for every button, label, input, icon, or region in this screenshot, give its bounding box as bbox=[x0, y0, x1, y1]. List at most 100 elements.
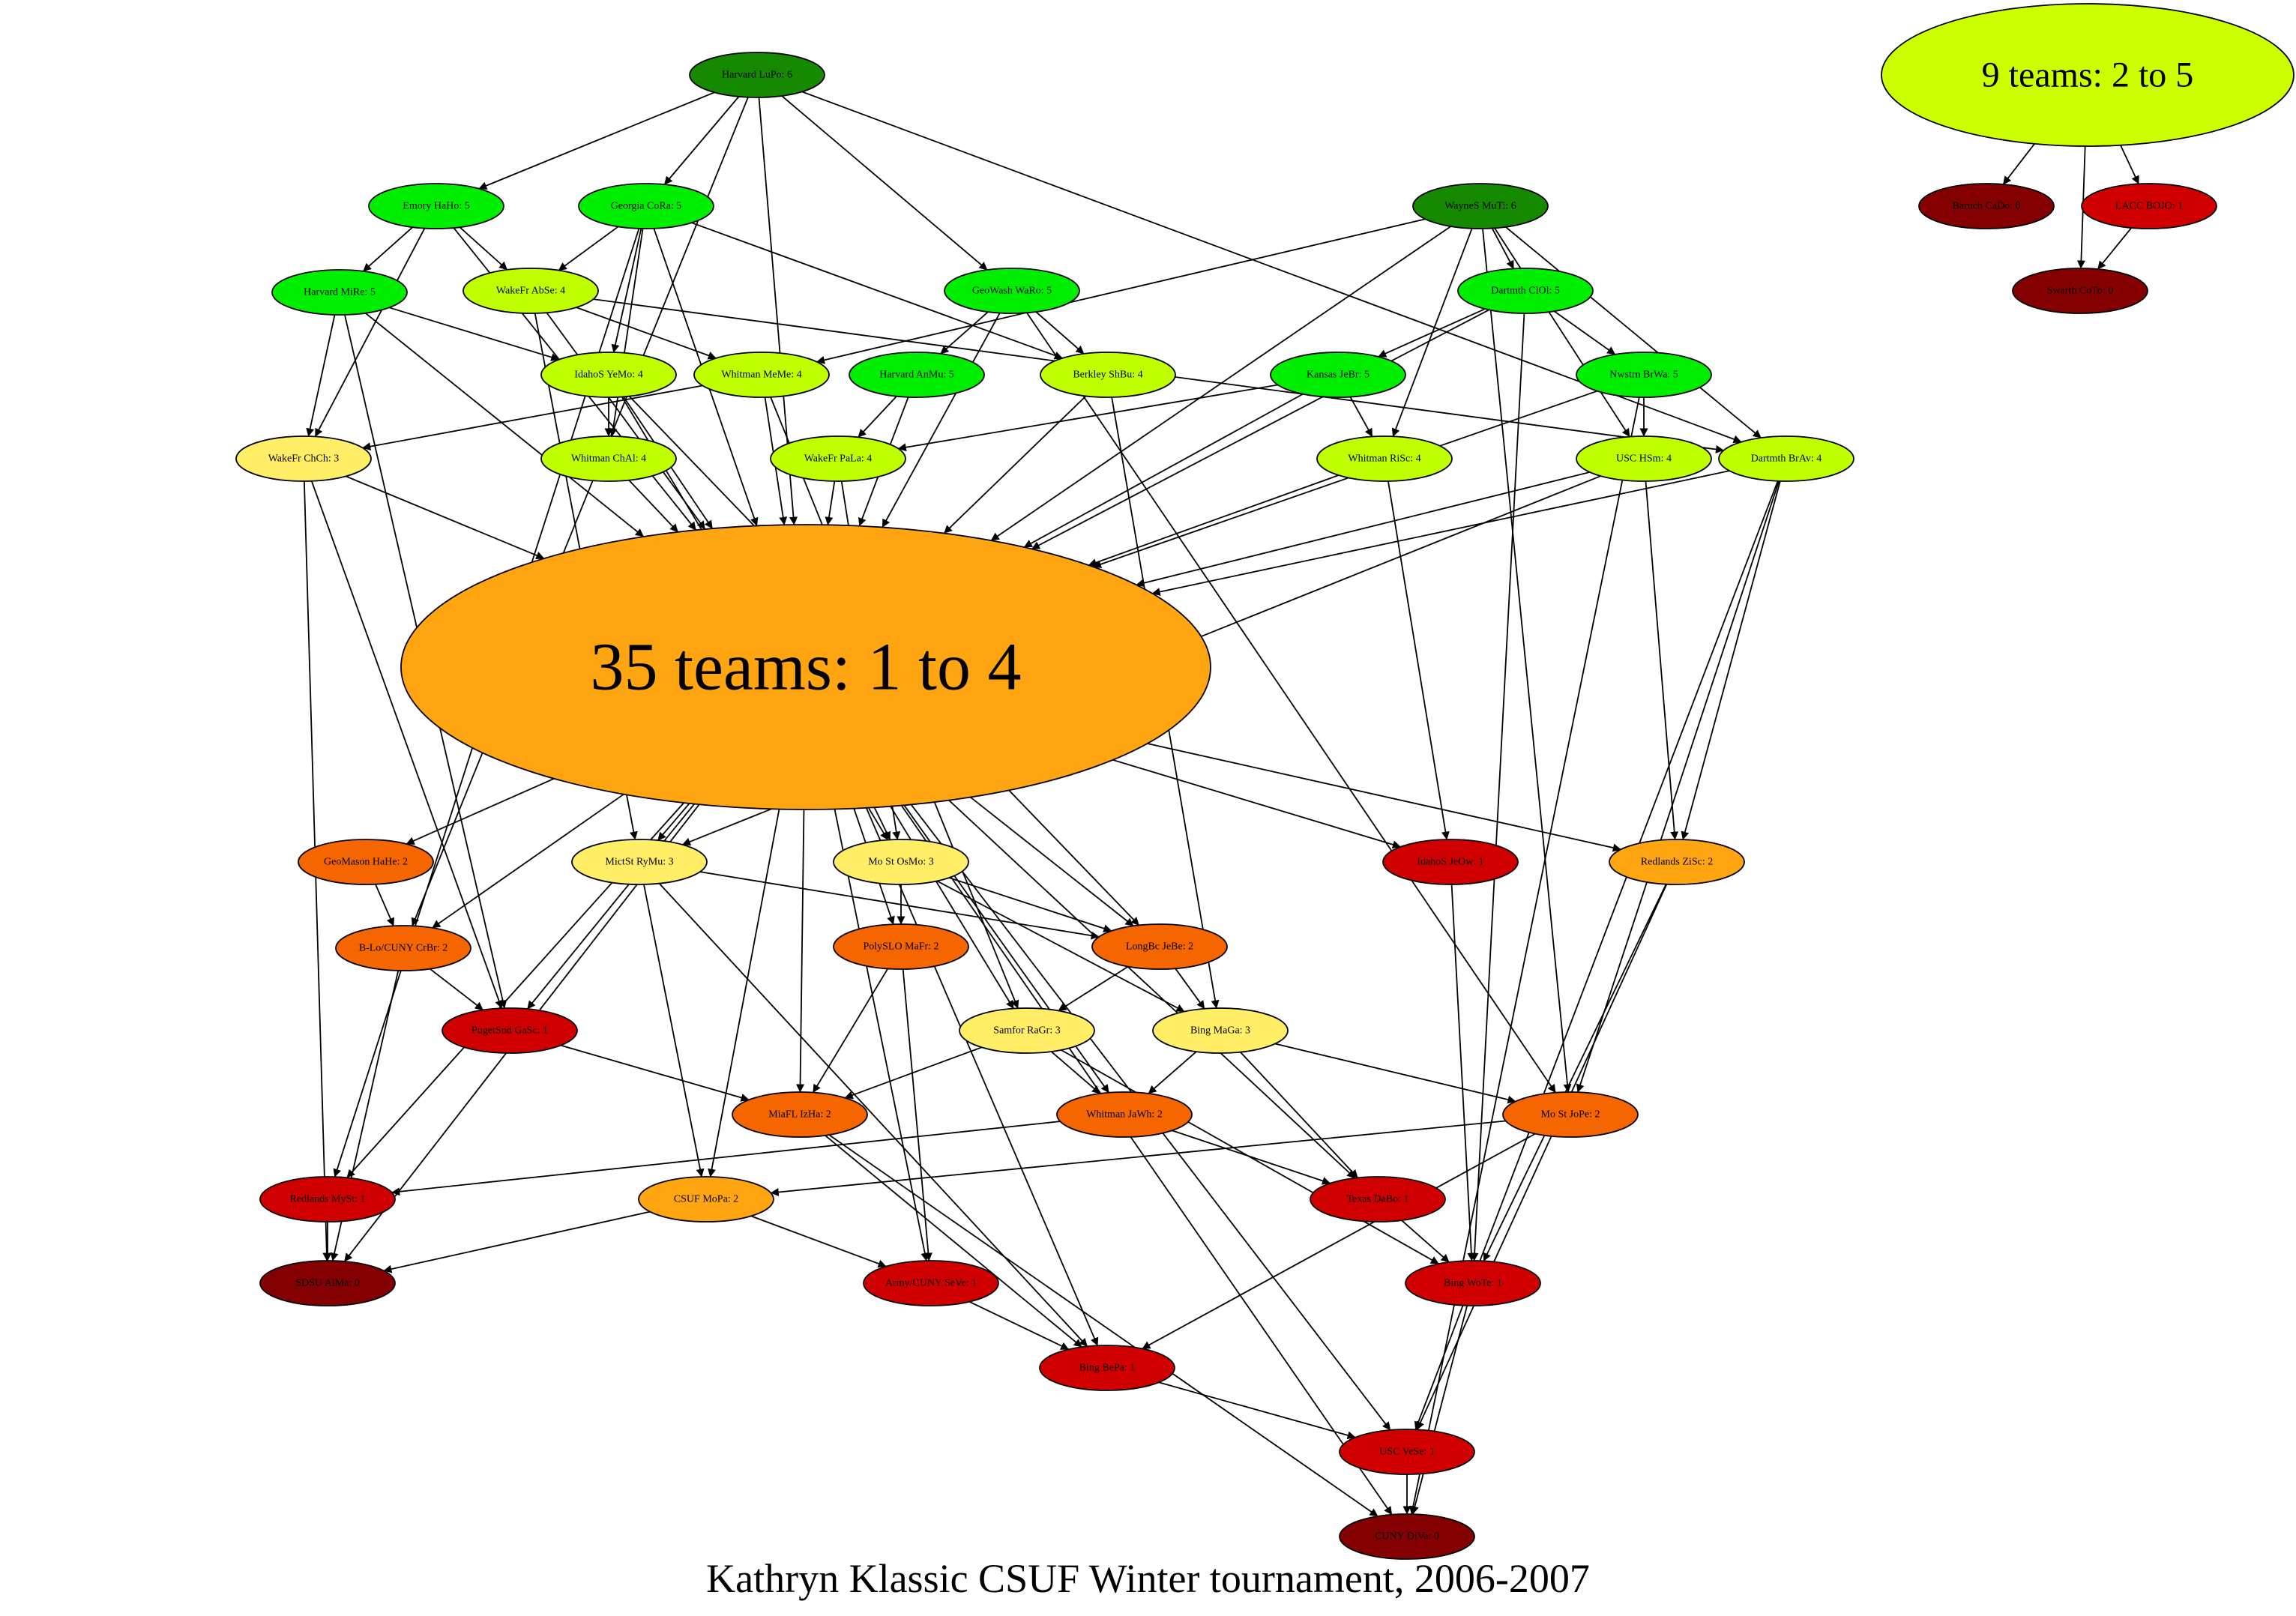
node-ellipse bbox=[1502, 1091, 1639, 1138]
team-node: LongBc JeBe: 2 bbox=[1091, 923, 1228, 970]
edge-dartBrAv-to-big35 bbox=[1151, 470, 1730, 596]
node-ellipse bbox=[693, 352, 830, 398]
edge-wayneMuTi-to-dartClOl bbox=[1491, 228, 1515, 269]
node-ellipse bbox=[1152, 1007, 1289, 1054]
team-node: Whitman MeMe: 4 bbox=[693, 352, 830, 398]
team-node: Bing MaGa: 3 bbox=[1152, 1007, 1289, 1054]
team-node: Harvard MiRe: 5 bbox=[271, 269, 408, 316]
edge-wakePaLa-to-big35 bbox=[825, 480, 836, 525]
node-label: Mo St OsMo: 3 bbox=[868, 857, 934, 868]
team-node: Nwstrn BrWa: 5 bbox=[1576, 352, 1712, 398]
team-node: CSUF MoPa: 2 bbox=[638, 1176, 774, 1222]
edge-nwstrnBrWa-to-big35 bbox=[1092, 390, 1598, 568]
edge-bingBePa-to-uscVeSe bbox=[1158, 1381, 1356, 1440]
team-node: CUNY DiVa: 0 bbox=[1339, 1513, 1475, 1560]
edge-big35-to-longBcJeBe bbox=[970, 796, 1134, 927]
edge-geoWashWaRo-to-big35 bbox=[882, 313, 1001, 528]
node-ellipse bbox=[1576, 435, 1712, 482]
edge-uscHSm-to-redlZiSc bbox=[1645, 480, 1679, 840]
team-node: Whitman RiSc: 4 bbox=[1316, 435, 1453, 482]
edge-mictRyMu-to-bingBePa bbox=[658, 883, 1088, 1347]
team-node: LACC BOJO: 1 bbox=[2081, 183, 2217, 229]
node-label: GeoMason HaHe: 2 bbox=[324, 857, 408, 868]
edge-samforRaGr-to-miaflIzHa bbox=[844, 1046, 983, 1100]
edge-big35-to-bingBePa bbox=[865, 807, 1099, 1346]
edge-laccBOJO-to-swarthCoTo bbox=[2097, 227, 2133, 270]
edge-wayneMuTi-to-whitMeMe bbox=[816, 218, 1426, 364]
node-ellipse bbox=[833, 839, 969, 885]
edge-samforRaGr-to-whitJaWh bbox=[1050, 1051, 1101, 1094]
team-node: MiaFL IzHa: 2 bbox=[732, 1091, 868, 1138]
node-label: WayneS MuTi: 6 bbox=[1444, 201, 1516, 212]
edge-dartBrAv-to-redlZiSc bbox=[1681, 480, 1781, 840]
node-label: PolySLO MaFr: 2 bbox=[863, 941, 938, 953]
edge-miaflIzHa-to-cunyDiVa bbox=[828, 1134, 1378, 1517]
node-ellipse bbox=[1609, 839, 1745, 885]
node-label: Harvard AnMu: 5 bbox=[879, 370, 954, 381]
edge-geoWashWaRo-to-moJoPe bbox=[1026, 312, 1556, 1094]
team-node: Army/CUNY SeVe: 1 bbox=[863, 1260, 999, 1306]
node-ellipse bbox=[298, 839, 434, 885]
edge-dartClOl-to-big35 bbox=[1031, 309, 1490, 550]
edge-layer bbox=[303, 91, 2139, 1517]
edge-big35-to-pugetGaSc bbox=[526, 804, 695, 1010]
node-label: USC VeSe: 1 bbox=[1379, 1447, 1435, 1458]
node-ellipse bbox=[944, 268, 1080, 314]
edge-moJoPe-to-bingBePa bbox=[1142, 1133, 1536, 1350]
node-label: Samfor RaGr: 3 bbox=[993, 1025, 1060, 1037]
team-node: Harvard LuPo: 6 bbox=[689, 52, 825, 98]
edge-bingMaGa-to-whitJaWh bbox=[1148, 1051, 1197, 1094]
node-ellipse bbox=[1718, 435, 1854, 482]
node-ellipse bbox=[770, 435, 906, 482]
node-label: Army/CUNY SeVe: 1 bbox=[885, 1278, 977, 1289]
node-label: Redlands ZiSc: 2 bbox=[1641, 857, 1713, 868]
node-ellipse bbox=[1091, 923, 1228, 970]
edge-wakeAbSe-to-big35 bbox=[546, 312, 706, 530]
node-ellipse bbox=[638, 1176, 774, 1222]
node-label: CSUF MoPa: 2 bbox=[674, 1194, 738, 1205]
edge-big35-to-texasDaBo bbox=[948, 800, 1356, 1179]
edge-redlZiSc-to-uscVeSe bbox=[1416, 884, 1668, 1430]
team-node: B-Lo/CUNY CrBr: 2 bbox=[335, 925, 471, 971]
team-node: Harvard AnMu: 5 bbox=[849, 352, 985, 398]
edge-polyMaFr-to-miaflIzHa bbox=[812, 968, 889, 1094]
node-label: Georgia CoRa: 5 bbox=[611, 201, 682, 212]
edge-harvLuPo-to-emoryHaHo bbox=[478, 91, 715, 190]
edge-nwstrnBrWa-to-cunyDiVa bbox=[1408, 397, 1640, 1515]
edge-longBcJeBe-to-bingMaGa bbox=[1175, 968, 1205, 1010]
team-node: Mo St JoPe: 2 bbox=[1502, 1091, 1639, 1138]
edge-big35-to-bloCrBr bbox=[432, 793, 624, 929]
edge-csufMoPa-to-sdsuAlMa bbox=[383, 1211, 651, 1273]
node-label: 9 teams: 2 to 5 bbox=[1982, 55, 2194, 95]
edge-harvLuPo-to-georgiaCoRa bbox=[663, 96, 740, 185]
edge-moOsMo-to-bingMaGa bbox=[936, 880, 1185, 1013]
edge-geoWashWaRo-to-berkShBu bbox=[1035, 311, 1085, 355]
node-label: WakeFr AbSe: 4 bbox=[496, 286, 565, 297]
node-ellipse bbox=[259, 1260, 396, 1306]
node-label: 35 teams: 1 to 4 bbox=[591, 630, 1022, 705]
node-ellipse bbox=[1457, 268, 1594, 314]
edge-harvMiRe-to-big35 bbox=[364, 313, 645, 537]
team-node: Dartmth BrAv: 4 bbox=[1718, 435, 1854, 482]
node-label: LongBc JeBe: 2 bbox=[1126, 941, 1193, 953]
edge-berkShBu-to-big35 bbox=[943, 395, 1087, 534]
edge-big35-to-redlZiSc bbox=[1147, 743, 1621, 852]
node-ellipse bbox=[2012, 268, 2148, 314]
edge-georgiaCoRa-to-wakeAbSe bbox=[558, 226, 619, 271]
team-node: MictSt RyMu: 3 bbox=[571, 839, 708, 885]
edge-whitRiSc-to-big35 bbox=[1088, 474, 1340, 567]
node-ellipse bbox=[833, 923, 969, 970]
edge-big9-to-laccBOJO bbox=[2120, 145, 2139, 184]
node-label: IdahoS JeOw: 1 bbox=[1417, 857, 1483, 868]
edge-redlZiSc-to-bingWoTe bbox=[1483, 884, 1667, 1261]
node-ellipse bbox=[689, 52, 825, 98]
node-ellipse bbox=[2081, 183, 2217, 229]
node-ellipse bbox=[1270, 352, 1406, 398]
node-label: Nwstrn BrWa: 5 bbox=[1609, 370, 1678, 381]
edge-wayneMuTi-to-big35 bbox=[990, 226, 1452, 541]
node-ellipse bbox=[1316, 435, 1453, 482]
team-node: Redlands ZiSc: 2 bbox=[1609, 839, 1745, 885]
edge-uscHSm-to-big35 bbox=[1136, 471, 1591, 588]
node-label: Mo St JoPe: 2 bbox=[1541, 1109, 1600, 1121]
node-ellipse bbox=[1310, 1176, 1446, 1222]
